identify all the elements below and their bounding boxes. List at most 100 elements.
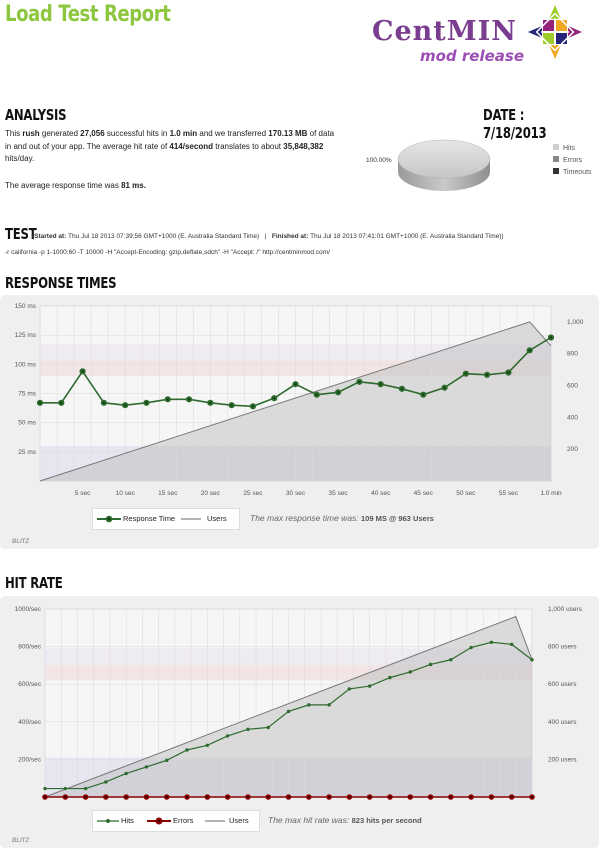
hits-point	[469, 645, 473, 650]
x-tick-label: 30 sec	[286, 490, 306, 497]
response-times-heading: RESPONSE TIMES	[5, 274, 117, 292]
response-time-point-core	[549, 336, 553, 339]
date-label: DATE : 7/18/2013	[483, 106, 547, 142]
errors-point-core	[510, 795, 513, 799]
hits-point	[286, 709, 291, 714]
pie-legend: Hits Errors Timeouts	[553, 144, 592, 180]
test-heading: TEST	[5, 225, 37, 243]
response-time-point-core	[124, 404, 127, 407]
legend-response-marker-icon	[97, 515, 121, 523]
x-tick-label: 1.0 min	[540, 490, 562, 497]
response-time-point-core	[443, 386, 446, 389]
response-time-point-core	[400, 387, 404, 390]
y2-tick-label: 600 users	[548, 681, 577, 688]
legend-swatch-timeouts	[553, 168, 559, 174]
errors-point-core	[490, 795, 493, 799]
response-time-point-core	[336, 391, 340, 394]
hits-point	[367, 684, 372, 688]
analysis-avg-response: The average response time was 81 ms.	[5, 181, 146, 190]
errors-point-core	[246, 795, 250, 799]
hits-point	[510, 642, 514, 647]
response-time-point-core	[187, 398, 191, 401]
y2-tick-label: 800 users	[548, 644, 577, 651]
hitrate-legend: Hits Errors Users	[92, 810, 260, 832]
test-times: (Started at: Thu Jul 18 2013 07:39:56 GM…	[32, 233, 504, 240]
response-time-point-core	[273, 397, 276, 400]
y-tick-label: 125 ms	[15, 332, 37, 339]
hits-point	[530, 658, 534, 662]
response-time-point-core	[528, 349, 531, 352]
hits-point	[327, 703, 331, 707]
y-tick-label: 800/sec	[18, 644, 42, 651]
hits-point	[388, 675, 392, 680]
hits-point	[205, 743, 210, 747]
errors-point-core	[145, 795, 148, 799]
errors-point-core	[43, 795, 47, 799]
response-time-point-core	[422, 393, 425, 396]
response-time-point-core	[81, 370, 84, 373]
test-command: -r california -p 1-1000:60 -T 10000 -H "…	[5, 249, 330, 256]
hits-point	[185, 748, 189, 752]
y-tick-label: 25 ms	[18, 449, 36, 456]
errors-point-core	[368, 795, 371, 799]
pie-legend-hits: Hits	[553, 144, 592, 156]
errors-point-core	[185, 795, 189, 799]
response-time-point-core	[230, 404, 233, 407]
users-line	[44, 615, 533, 798]
logo-main-text: CentMIN	[372, 16, 517, 47]
y-tick-label: 50 ms	[18, 420, 36, 427]
y2-tick-label: 400	[567, 414, 578, 421]
hits-point	[165, 758, 169, 763]
errors-point-core	[84, 795, 87, 799]
response-time-point-core	[507, 371, 510, 374]
x-tick-label: 25 sec	[243, 490, 263, 497]
pie-legend-errors: Errors	[553, 156, 592, 168]
x-tick-label: 5 sec	[75, 490, 91, 497]
analysis-heading: ANALYSIS	[5, 106, 67, 124]
legend-response-time: Response Time	[123, 514, 176, 523]
errors-point-core	[409, 795, 412, 799]
errors-point-core	[307, 795, 310, 799]
centos-logo-icon	[528, 5, 582, 59]
response-time-point-core	[358, 380, 361, 383]
hit-rate-chart: 200/sec 400/sec 600/sec 800/sec 1000/sec 200 …	[15, 606, 583, 800]
x-tick-label: 55 sec	[499, 490, 519, 497]
y2-tick-label: 400 users	[548, 719, 577, 726]
y-tick-label: 75 ms	[18, 391, 36, 398]
legend-users: Users	[207, 514, 227, 523]
x-tick-label: 15 sec	[158, 490, 178, 497]
pie-slice-hits	[397, 139, 491, 179]
y2-tick-label: 600	[567, 383, 578, 390]
y-tick-label: 600/sec	[18, 681, 42, 688]
errors-point-core	[206, 795, 209, 799]
legend-swatch-errors	[553, 156, 559, 162]
legend-swatch-hits	[553, 144, 559, 150]
y2-tick-label: 1,000	[567, 319, 584, 326]
hit-rate-heading: HIT RATE	[5, 574, 63, 592]
hits-point	[408, 670, 412, 674]
hits-point	[104, 780, 108, 784]
y-tick-label: 400/sec	[18, 719, 42, 726]
legend-hits-marker-icon	[97, 819, 119, 823]
response-time-point-core	[60, 401, 63, 404]
response-time-point-core	[102, 401, 105, 404]
hits-point	[449, 658, 453, 662]
pie-chart	[397, 139, 491, 191]
errors-point-core	[530, 795, 534, 799]
pie-legend-timeouts: Timeouts	[553, 168, 592, 180]
y-tick-label: 100 ms	[15, 361, 37, 368]
hits-point	[307, 703, 311, 707]
hitrate-max-note: The max hit rate was: 823 hits per secon…	[268, 815, 422, 825]
hits-point	[428, 662, 433, 667]
errors-point-core	[104, 795, 107, 799]
x-tick-label: 20 sec	[201, 490, 221, 497]
errors-point-core	[470, 795, 473, 799]
y-tick-label: 1000/sec	[15, 606, 42, 613]
analysis-summary: This rush generated 27,056 successful hi…	[5, 129, 335, 163]
report-title: Load Test Report	[5, 2, 171, 27]
x-tick-label: 35 sec	[329, 490, 349, 497]
users-line	[39, 321, 552, 482]
y2-tick-label: 200	[567, 446, 578, 453]
legend-errors-marker-icon	[147, 817, 171, 825]
errors-point-core	[388, 795, 392, 799]
